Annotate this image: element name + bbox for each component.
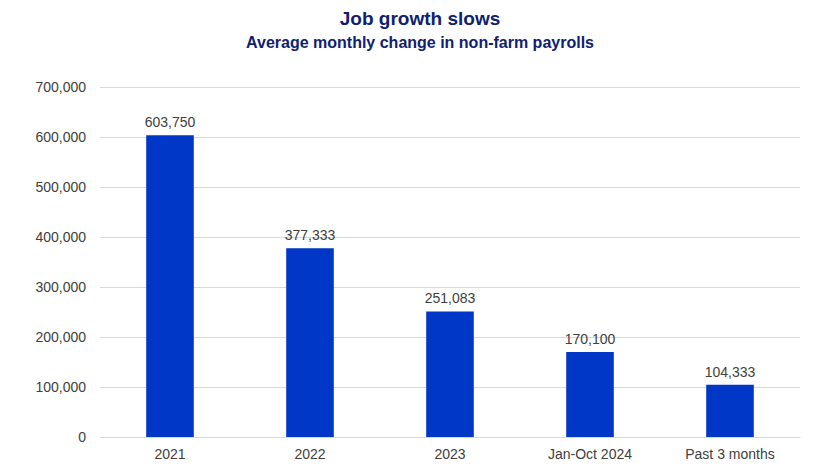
svg-text:100,000: 100,000: [35, 379, 86, 395]
svg-text:0: 0: [78, 429, 86, 445]
svg-text:603,750: 603,750: [145, 114, 196, 130]
svg-text:Jan-Oct 2024: Jan-Oct 2024: [548, 446, 632, 462]
svg-text:2023: 2023: [434, 446, 465, 462]
svg-text:104,333: 104,333: [705, 364, 756, 380]
svg-text:400,000: 400,000: [35, 229, 86, 245]
svg-text:377,333: 377,333: [285, 227, 336, 243]
svg-text:170,100: 170,100: [565, 331, 616, 347]
svg-text:700,000: 700,000: [35, 79, 86, 95]
svg-text:300,000: 300,000: [35, 279, 86, 295]
svg-text:600,000: 600,000: [35, 129, 86, 145]
svg-text:Job growth slows: Job growth slows: [340, 8, 500, 29]
svg-text:251,083: 251,083: [425, 290, 476, 306]
svg-text:Average monthly change in non-: Average monthly change in non-farm payro…: [246, 34, 594, 51]
svg-text:Past 3 months: Past 3 months: [685, 446, 775, 462]
svg-text:200,000: 200,000: [35, 329, 86, 345]
svg-text:500,000: 500,000: [35, 179, 86, 195]
svg-text:2021: 2021: [154, 446, 185, 462]
svg-text:2022: 2022: [294, 446, 325, 462]
